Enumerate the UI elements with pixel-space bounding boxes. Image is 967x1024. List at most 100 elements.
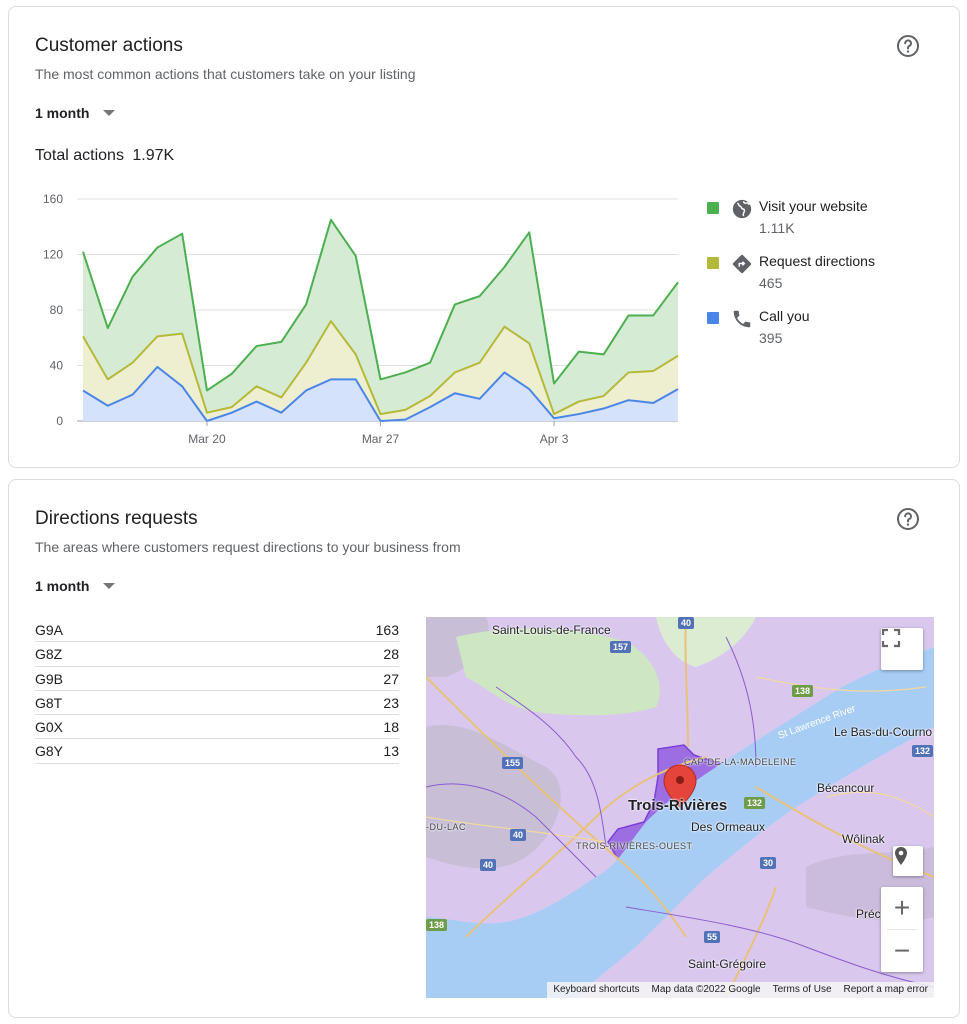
legend-item-calls[interactable]: Call you 395 bbox=[707, 305, 947, 360]
area-visit-your-website bbox=[83, 219, 678, 415]
map-label-trois-rivieres-ouest: TROIS-RIVIÈRES-OUEST bbox=[576, 841, 693, 851]
map-label-des-ormeaux: Des Ormeaux bbox=[691, 820, 766, 834]
map-label-du-lac: -DU-LAC bbox=[426, 822, 467, 832]
zoom-out-button[interactable]: − bbox=[893, 935, 911, 966]
map-label-wolinak: Wôlinak bbox=[842, 832, 885, 846]
x-tick-label: Mar 27 bbox=[362, 432, 400, 446]
legend-item-directions[interactable]: Request directions 465 bbox=[707, 250, 947, 305]
period-dropdown-value: 1 month bbox=[35, 105, 90, 121]
phone-icon bbox=[733, 310, 751, 328]
route-badge: 138 bbox=[426, 919, 448, 931]
terms-link[interactable]: Terms of Use bbox=[772, 984, 832, 995]
area-call-you bbox=[83, 366, 678, 421]
route-badge: 55 bbox=[704, 931, 721, 943]
series-line-visit-your-website[interactable] bbox=[82, 218, 679, 392]
route-badge: 40 bbox=[678, 617, 695, 629]
legend-label-directions: Request directions bbox=[759, 253, 875, 269]
route-badge: 40 bbox=[480, 859, 497, 871]
legend-label-calls: Call you bbox=[759, 308, 810, 324]
map-label-saint-gregoire: Saint-Grégoire bbox=[688, 957, 767, 971]
customer-actions-chart: 0 40 80 120 160 Mar 20 Mar 27 Apr 3 bbox=[43, 192, 679, 446]
map-attribution: Keyboard shortcuts Map data ©2022 Google… bbox=[547, 982, 934, 998]
zip-count: 18 bbox=[383, 719, 399, 736]
zip-code: G8Z bbox=[35, 646, 63, 663]
zip-count: 13 bbox=[383, 743, 399, 760]
report-error-link[interactable]: Report a map error bbox=[843, 984, 928, 995]
route-badge: 155 bbox=[502, 757, 524, 769]
directions-title: Directions requests bbox=[35, 508, 198, 529]
zip-code: G9A bbox=[35, 622, 64, 638]
map-label-cap-madeleine: CAP-DE-LA-MADELEINE bbox=[684, 757, 797, 767]
customer-actions-subtitle: The most common actions that customers t… bbox=[35, 66, 416, 82]
customer-actions-card: Customer actions The most common actions… bbox=[8, 6, 960, 468]
zip-code: G9B bbox=[35, 670, 64, 687]
keyboard-shortcuts-link[interactable]: Keyboard shortcuts bbox=[553, 984, 640, 995]
chevron-down-icon bbox=[103, 110, 116, 116]
total-actions: Total actions 1.97K bbox=[35, 147, 174, 165]
route-badge: 138 bbox=[792, 685, 814, 697]
legend-label-website: Visit your website bbox=[759, 198, 868, 214]
pegman-button[interactable] bbox=[893, 846, 923, 876]
y-tick-label: 0 bbox=[56, 414, 63, 428]
zoom-controls: + − bbox=[881, 887, 923, 972]
chevron-down-icon bbox=[103, 583, 116, 589]
map-data-text: Map data ©2022 Google bbox=[651, 984, 761, 995]
zip-code: G8Y bbox=[35, 743, 64, 760]
legend-value-directions: 465 bbox=[759, 275, 783, 291]
table-row: G9A 163 bbox=[35, 618, 399, 643]
help-icon[interactable] bbox=[896, 507, 920, 531]
x-tick-label: Mar 20 bbox=[188, 432, 226, 446]
map-label-precieux: Préc bbox=[856, 907, 881, 921]
globe-icon bbox=[732, 199, 752, 219]
directions-requests-card: Directions requests The areas where cust… bbox=[8, 479, 960, 1018]
help-icon[interactable] bbox=[896, 34, 920, 58]
directions-map[interactable]: Saint-Louis-de-France CAP-DE-LA-MADELEIN… bbox=[426, 617, 934, 998]
legend-swatch-calls bbox=[707, 312, 719, 324]
y-tick-label: 80 bbox=[50, 303, 64, 317]
table-row: G8Z 28 bbox=[35, 642, 399, 667]
zip-code: G8T bbox=[35, 694, 63, 711]
period-dropdown[interactable]: 1 month bbox=[35, 105, 116, 121]
series-line-request-directions[interactable] bbox=[82, 320, 679, 416]
y-tick-label: 160 bbox=[43, 192, 63, 206]
zip-count: 27 bbox=[383, 670, 399, 687]
legend-swatch-website bbox=[707, 202, 719, 214]
zoom-divider bbox=[887, 929, 917, 930]
y-tick-label: 120 bbox=[43, 248, 63, 262]
table-row: G0X 18 bbox=[35, 715, 399, 740]
customer-actions-title: Customer actions bbox=[35, 35, 183, 56]
zip-count: 28 bbox=[383, 646, 399, 663]
table-row: G9B 27 bbox=[35, 667, 399, 691]
zip-table: G9A 163 G8Z 28 G9B 27 G8T 23 G0X 18 G8Y … bbox=[35, 618, 399, 764]
map-label-saint-louis: Saint-Louis-de-France bbox=[492, 623, 611, 637]
table-row: G8Y 13 bbox=[35, 739, 399, 764]
directions-icon bbox=[732, 254, 752, 274]
route-badge: 40 bbox=[510, 829, 527, 841]
chart-legend: Visit your website 1.11K Request directi… bbox=[707, 195, 947, 360]
zip-code: G0X bbox=[35, 719, 64, 736]
period-dropdown-value: 1 month bbox=[35, 578, 90, 594]
zip-count: 163 bbox=[375, 622, 399, 638]
total-actions-value: 1.97K bbox=[132, 147, 175, 164]
fullscreen-icon bbox=[881, 628, 901, 648]
legend-value-website: 1.11K bbox=[759, 220, 795, 236]
legend-value-calls: 395 bbox=[759, 330, 783, 346]
route-badge: 157 bbox=[610, 641, 632, 653]
directions-subtitle: The areas where customers request direct… bbox=[35, 539, 461, 555]
zoom-in-button[interactable]: + bbox=[893, 892, 911, 923]
fullscreen-button[interactable] bbox=[881, 628, 923, 670]
map-label-trois-rivieres: Trois-Rivières bbox=[628, 797, 728, 814]
y-tick-label: 40 bbox=[50, 359, 64, 373]
legend-item-website[interactable]: Visit your website 1.11K bbox=[707, 195, 947, 250]
route-badge: 132 bbox=[912, 745, 934, 757]
table-row: G8T 23 bbox=[35, 691, 399, 716]
route-badge: 132 bbox=[744, 797, 766, 809]
route-badge: 30 bbox=[760, 857, 777, 869]
total-actions-label: Total actions bbox=[35, 147, 124, 164]
map-label-becancour: Bécancour bbox=[817, 781, 875, 795]
legend-swatch-directions bbox=[707, 257, 719, 269]
zip-count: 23 bbox=[383, 694, 399, 711]
x-tick-label: Apr 3 bbox=[540, 432, 569, 446]
period-dropdown[interactable]: 1 month bbox=[35, 578, 116, 594]
location-pin-icon bbox=[895, 847, 907, 865]
